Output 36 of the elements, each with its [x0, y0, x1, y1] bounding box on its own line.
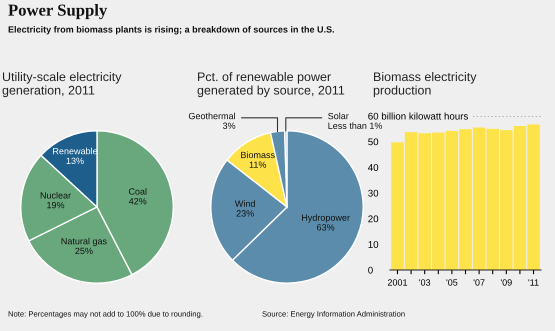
- data-label: 25%: [75, 248, 93, 254]
- y-tick-label: 10: [368, 241, 378, 248]
- slice-label: Biomass: [241, 152, 275, 158]
- data-label: 42%: [128, 198, 146, 204]
- text: Power Supply: [8, 4, 108, 20]
- data-label: 19%: [47, 202, 64, 208]
- slice-label: Natural gas: [62, 238, 107, 246]
- data-label: 23%: [236, 210, 254, 217]
- y-tick-label: 30: [368, 190, 378, 197]
- y-tick-label: 0: [368, 266, 373, 274]
- x-tick-label: '09: [500, 279, 512, 286]
- data-label: 63%: [317, 224, 334, 231]
- data-label: Less than 1%: [328, 122, 382, 129]
- chart-title: Pct. of renewable power generated by source, 2011: [198, 72, 344, 98]
- data-label: 3%: [222, 122, 236, 129]
- slice-label: Nuclear: [40, 192, 71, 199]
- y-tick-label: 20: [368, 215, 378, 222]
- x-tick-label: '07: [474, 279, 485, 286]
- slice-label: Renewable: [53, 148, 98, 154]
- chart-title: Utility-scale electricity generation, 2011: [2, 72, 122, 98]
- text: Electricity from biomass plants is rising; a breakdown of sources in the U.S.: [8, 26, 334, 34]
- x-tick-label: '03: [419, 279, 430, 286]
- slice-label: Coal: [128, 188, 146, 195]
- slice-label: Hydropower: [302, 214, 350, 223]
- x-tick-label: 2001: [388, 279, 408, 286]
- y-tick-label: 50: [368, 138, 378, 146]
- y-tick-label: 60 billion kilowatt hours: [368, 112, 468, 120]
- x-tick-label: '11: [528, 279, 539, 286]
- y-tick-label: 40: [368, 164, 378, 171]
- chart-title: Biomass electricity production: [374, 72, 476, 98]
- data-label: 13%: [66, 158, 84, 164]
- x-tick-label: '05: [446, 279, 458, 286]
- slice-label: Wind: [234, 200, 255, 207]
- slice-label: Geothermal: [188, 112, 235, 120]
- slice-label: Solar: [328, 112, 349, 120]
- data-label: 11%: [250, 162, 266, 168]
